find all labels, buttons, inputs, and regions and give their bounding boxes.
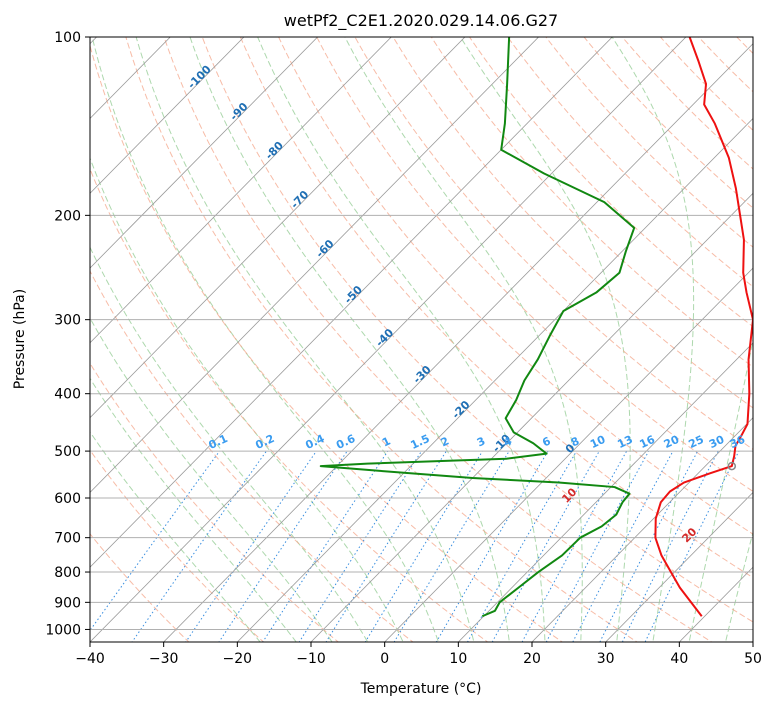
isotherm-line <box>310 192 753 642</box>
x-tick-label: −30 <box>149 651 179 667</box>
x-tick-label: 30 <box>597 651 615 667</box>
mixing-ratio-label: 13 <box>615 433 634 451</box>
dry-adiabat-line <box>621 37 753 170</box>
mixing-ratio-label: 10 <box>588 433 608 451</box>
x-tick-label: 40 <box>670 651 688 667</box>
chart-title: wetPf2_C2E1.2020.029.14.06.G27 <box>284 11 558 31</box>
dry-adiabat-line <box>278 37 753 535</box>
mixing-ratio-line <box>621 450 719 642</box>
y-axis-ticks: 100 200 300 400 500 600 700 800 900 1000 <box>45 30 90 638</box>
dry-adiabat-line <box>392 37 753 409</box>
isotherm-line <box>384 267 753 642</box>
moist-adiabat-line <box>257 37 546 642</box>
temperature-profile-line <box>654 37 753 617</box>
dry-adiabat-line <box>201 37 753 623</box>
dry-adiabat-line <box>239 37 753 579</box>
dry-adiabat-line <box>125 37 638 642</box>
plot-frame <box>89 36 754 643</box>
dry-adiabat-line <box>90 449 265 642</box>
mixing-ratio-line <box>572 450 674 642</box>
x-tick-label: 20 <box>523 651 541 667</box>
moist-adiabat-line <box>611 37 695 642</box>
isotherm-line <box>236 117 753 642</box>
plot-area: -100-90-80-70-60-50-40-30-20-10 00.1 0.2 0.… <box>90 37 753 642</box>
dry-adiabat-line <box>659 37 753 131</box>
y-tick-label: 500 <box>54 444 81 460</box>
moist-adiabat-line <box>90 377 297 642</box>
isotherm-grid <box>90 37 753 642</box>
x-tick-label: −40 <box>75 651 105 667</box>
dry-adiabat-line <box>316 37 753 493</box>
isotherm-line <box>605 491 753 642</box>
dry-adiabat-line <box>90 362 339 642</box>
mixing-ratio-line <box>262 450 389 642</box>
isotherm-line <box>90 37 466 419</box>
mixing-ratio-line <box>521 450 628 642</box>
pressure-grid <box>90 214 753 630</box>
mixing-ratio-label: 36 <box>728 433 748 451</box>
mixing-ratio-line <box>131 450 267 642</box>
dry-adiabat-line <box>354 37 753 450</box>
moist-adiabat-line <box>90 156 404 642</box>
mixing-ratio-line <box>90 450 220 632</box>
y-tick-label: 300 <box>54 313 81 329</box>
dry-adiabat-line <box>90 167 489 642</box>
mixing-ratio-label: 30 <box>707 433 727 451</box>
dry-adiabat-line <box>163 37 713 642</box>
moist-adiabat-line <box>135 37 475 642</box>
isotherm-line <box>90 37 687 642</box>
x-tick-label: 10 <box>449 651 467 667</box>
x-tick-label: 50 <box>744 651 762 667</box>
isotherm-line <box>531 417 753 642</box>
mixing-ratio-line <box>298 450 423 642</box>
mixing-ratio-line <box>545 450 650 642</box>
x-axis-title: Temperature (°C) <box>360 681 482 697</box>
x-axis-ticks: −40 −30 −20 −10 0 10 20 30 40 50 <box>75 642 762 667</box>
y-tick-label: 700 <box>54 531 81 547</box>
y-tick-label: 400 <box>54 387 81 403</box>
y-tick-label: 600 <box>54 491 81 507</box>
isotherm-line <box>457 342 753 642</box>
isotherm-line <box>90 37 392 344</box>
x-tick-label: 0 <box>380 651 389 667</box>
x-tick-label: −10 <box>296 651 326 667</box>
moist-adiabat-line <box>344 37 583 642</box>
y-axis-title: Pressure (hPa) <box>12 289 28 389</box>
mixing-ratio-line <box>644 450 740 642</box>
dewpoint-profile-line <box>319 37 636 618</box>
isotherm-line <box>90 37 245 194</box>
lcl-marker <box>727 461 737 471</box>
mixing-ratio-line <box>393 450 510 642</box>
isotherm-line <box>90 37 319 269</box>
y-tick-label: 1000 <box>45 622 81 638</box>
y-tick-label: 100 <box>54 30 81 46</box>
mixing-ratio-label: 16 <box>638 433 658 451</box>
moist-adiabat-line <box>189 37 510 642</box>
sounding-series <box>319 37 753 618</box>
moist-adiabat-line <box>90 431 261 642</box>
dry-adiabat-line <box>90 43 564 642</box>
mixing-ratio-label: 25 <box>687 433 706 451</box>
isotherm-line <box>90 37 540 493</box>
moist-adiabat-line <box>91 37 440 642</box>
dry-adiabats <box>90 37 753 642</box>
x-tick-label: −20 <box>223 651 253 667</box>
y-tick-label: 800 <box>54 565 81 581</box>
mixing-ratio-line <box>325 450 447 642</box>
dry-adiabat-line <box>90 270 414 642</box>
moist-adiabat-line <box>90 317 333 642</box>
isotherm-line <box>163 43 753 642</box>
isotherm-line <box>90 37 613 568</box>
mixing-ratio-label: 20 <box>662 433 682 451</box>
dry-adiabat-line <box>430 37 753 368</box>
y-tick-label: 900 <box>54 595 81 611</box>
y-tick-label: 200 <box>54 208 81 224</box>
